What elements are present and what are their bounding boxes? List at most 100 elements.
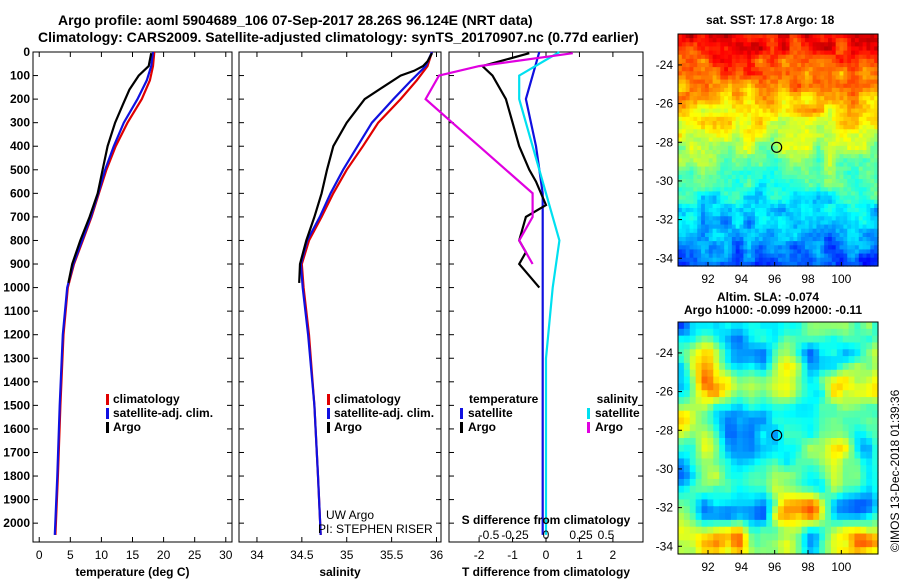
map-y-tick-label-sla_map: -26 <box>656 385 674 399</box>
legend-swatch-temperature-1 <box>106 408 109 419</box>
series-line-salinity-1 <box>299 51 434 535</box>
sla-map-subtitle: Argo h1000: -0.099 h2000: -0.11 <box>684 303 863 317</box>
legend-swatch-salinity-2 <box>327 422 330 433</box>
map-y-tick-label-sla_map: -24 <box>656 346 674 360</box>
depth-tick-label: 700 <box>10 210 30 224</box>
map-x-tick-label-sla_map: 92 <box>701 560 715 574</box>
sla-map-title: Altim. SLA: -0.074 <box>717 290 820 304</box>
map-sla_map <box>678 322 879 555</box>
map-y-tick-label-sst_map: -28 <box>656 135 674 149</box>
legend-label-salinity-1: satellite-adj. clim. <box>334 406 434 420</box>
salinity-diff-tick-label: 0.5 <box>598 528 615 542</box>
map-x-tick-label-sst_map: 98 <box>801 272 815 286</box>
series-line-salinity-0 <box>300 51 434 535</box>
legend-label-diff-3: Argo <box>595 420 623 434</box>
legend-label-temperature-0: climatology <box>113 392 180 406</box>
annotation-pi-name: PI: STEPHEN RISER <box>318 522 433 536</box>
x-tick-label-difference: -1 <box>507 548 518 562</box>
salinity-diff-tick-label: -0.5 <box>479 528 500 542</box>
depth-tick-label: 1200 <box>3 328 30 342</box>
map-sst_map <box>678 34 879 267</box>
map-x-tick-label-sst_map: 94 <box>735 272 749 286</box>
map-x-tick-label-sla_map: 96 <box>768 560 782 574</box>
depth-tick-label: 1800 <box>3 469 30 483</box>
depth-tick-label: 2000 <box>3 516 30 530</box>
legend-swatch-temperature-0 <box>106 394 109 405</box>
depth-tick-label: 1500 <box>3 398 30 412</box>
legend-title-salinity: salinity <box>597 392 639 406</box>
map-frame-sst_map <box>677 33 879 267</box>
map-x-tick-label-sla_map: 100 <box>831 560 851 574</box>
map-y-tick-label-sst_map: -32 <box>656 213 674 227</box>
legend-label-salinity-2: Argo <box>334 420 362 434</box>
map-x-tick-label-sst_map: 100 <box>831 272 851 286</box>
depth-tick-label: 500 <box>10 163 30 177</box>
x-tick-label-temperature: 15 <box>126 548 140 562</box>
x-tick-label-salinity: 36 <box>430 548 444 562</box>
depth-tick-label: 600 <box>10 186 30 200</box>
series-line-difference-3 <box>424 52 573 265</box>
map-x-tick-label-sst_map: 96 <box>768 272 782 286</box>
series-line-temperature-2 <box>67 52 153 284</box>
x-axis-label-temperature: temperature (deg C) <box>75 565 189 579</box>
panel-frame-salinity <box>238 51 442 543</box>
legend-label-salinity-0: climatology <box>334 392 401 406</box>
map-y-tick-label-sst_map: -30 <box>656 174 674 188</box>
legend-title-temperature: temperature <box>469 392 539 406</box>
legend-swatch-salinity-1 <box>327 408 330 419</box>
argo-float-marker-sst_map <box>771 141 783 153</box>
depth-tick-label: 1400 <box>3 375 30 389</box>
depth-tick-label: 1300 <box>3 351 30 365</box>
depth-tick-label: 100 <box>10 69 30 83</box>
map-x-tick-label-sst_map: 92 <box>701 272 715 286</box>
x-tick-label-salinity: 34 <box>250 548 264 562</box>
map-y-tick-label-sla_map: -34 <box>656 539 674 553</box>
depth-tick-label: 0 <box>23 45 30 59</box>
legend-swatch-diff-2 <box>587 408 590 419</box>
panel-frame-temperature <box>32 51 233 543</box>
x-tick-label-difference: 0 <box>543 548 550 562</box>
x-tick-label-temperature: 20 <box>157 548 171 562</box>
x-tick-label-difference: -2 <box>474 548 485 562</box>
legend-swatch-salinity-0 <box>327 394 330 405</box>
series-line-difference-1 <box>480 52 548 289</box>
legend-swatch-diff-0 <box>460 408 463 419</box>
map-x-tick-label-sla_map: 98 <box>801 560 815 574</box>
x-axis-label-salinity: salinity <box>319 565 361 579</box>
legend-label-temperature-1: satellite-adj. clim. <box>113 406 213 420</box>
legend-swatch-diff-1 <box>460 422 463 433</box>
series-line-temperature-1 <box>53 51 155 535</box>
salinity-diff-tick-label: 0 <box>543 528 550 542</box>
x-tick-label-temperature: 5 <box>67 548 74 562</box>
map-y-tick-label-sst_map: -34 <box>656 251 674 265</box>
map-x-tick-label-sla_map: 94 <box>735 560 749 574</box>
x-tick-label-salinity: 35 <box>340 548 354 562</box>
depth-tick-label: 200 <box>10 92 30 106</box>
salinity-diff-tick-label: -0.25 <box>501 528 529 542</box>
imos-credit: ©IMOS 13-Dec-2018 01:39:36 <box>888 389 900 552</box>
depth-tick-label: 300 <box>10 116 30 130</box>
title-line-2: Climatology: CARS2009. Satellite-adjuste… <box>38 29 639 45</box>
depth-tick-label: 1700 <box>3 445 30 459</box>
map-y-tick-label-sst_map: -26 <box>656 97 674 111</box>
argo-float-marker-sla_map <box>771 429 783 441</box>
series-line-salinity-2 <box>298 52 433 283</box>
depth-tick-label: 400 <box>10 139 30 153</box>
x-axis-label-difference: T difference from climatology <box>462 565 630 579</box>
map-y-tick-label-sla_map: -28 <box>656 423 674 437</box>
legend-label-diff-1: Argo <box>468 420 496 434</box>
x-tick-label-difference: 2 <box>610 548 617 562</box>
x-tick-label-temperature: 30 <box>219 548 233 562</box>
depth-tick-label: 1900 <box>3 493 30 507</box>
depth-tick-label: 1100 <box>4 304 30 318</box>
x-tick-label-temperature: 0 <box>36 548 43 562</box>
map-y-tick-label-sla_map: -30 <box>656 462 674 476</box>
legend-label-diff-2: satellite <box>595 406 640 420</box>
legend-swatch-diff-3 <box>587 422 590 433</box>
x-tick-label-salinity: 34.5 <box>290 548 314 562</box>
sst-map-title: sat. SST: 17.8 Argo: 18 <box>706 13 835 27</box>
series-line-temperature-0 <box>54 51 156 535</box>
x-tick-label-temperature: 10 <box>95 548 109 562</box>
x-tick-label-temperature: 25 <box>188 548 202 562</box>
